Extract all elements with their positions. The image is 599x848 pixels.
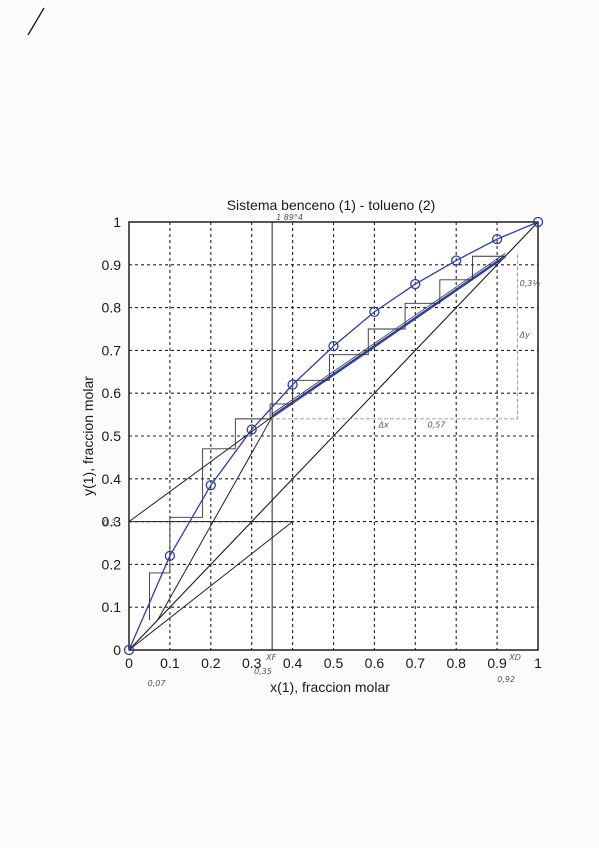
y-tick-label: 0.3 (102, 514, 122, 530)
y-tick-label: 0.7 (102, 342, 122, 358)
x-tick-label: 0 (125, 655, 133, 671)
y-tick-label: 0 (113, 642, 121, 658)
y-tick-label: 0.8 (102, 300, 122, 316)
equilibrium-point (328, 340, 339, 352)
y-tick-label: 0.4 (102, 471, 122, 487)
equilibrium-series (123, 216, 544, 656)
x-tick-label: 0.9 (487, 655, 507, 671)
y-tick-label: 0.9 (102, 257, 122, 273)
axis-ticks: 0 0.1 0.2 0.3 0.4 0.5 0.6 0.7 0.8 0.9 1 0 0.1 0.2 0.3 0… (102, 214, 543, 671)
y-tick-label: 0.2 (102, 556, 122, 572)
xf-label: XF (265, 653, 276, 662)
y-intercept-note: 0.3 (103, 519, 116, 528)
rectifying-operating-line (271, 255, 507, 418)
x-tick-label: 0.8 (446, 655, 466, 671)
delta-bracket (271, 251, 518, 420)
handwritten-notes: XF 0,35 XD 0,92 0,07 Δx 0,57 Δy 0,3½ 1 89°4 0.3 (103, 213, 540, 688)
xw-value: 0,07 (148, 679, 167, 688)
x-tick-label: 0.3 (242, 655, 262, 671)
top-note: 1 89°4 (276, 213, 303, 222)
delta-y-label: Δy (519, 331, 530, 340)
x-tick-label: 1 (534, 655, 542, 671)
xf-value: 0,35 (254, 667, 272, 676)
y-tick-label: 0.6 (102, 385, 122, 401)
equilibrium-point (369, 306, 380, 318)
x-tick-label: 0.4 (283, 655, 303, 671)
x-tick-label: 0.1 (160, 655, 180, 671)
x-tick-label: 0.6 (365, 655, 385, 671)
y-tick-label: 0.5 (102, 428, 122, 444)
slope-note: 0,3½ (520, 279, 541, 288)
equilibrium-point (410, 278, 421, 290)
equilibrium-point (246, 424, 257, 435)
x-tick-label: 0.5 (324, 655, 344, 671)
xd-value: 0,92 (497, 675, 515, 684)
x-tick-label: 0.7 (406, 655, 426, 671)
y-axis-title: y(1), fraccion molar (80, 376, 96, 496)
y-tick-label: 1 (113, 214, 121, 230)
equilibrium-curve (128, 221, 539, 651)
y-tick-label: 0.1 (102, 599, 122, 615)
diagonal-line (128, 221, 539, 651)
equilibrium-point (287, 379, 298, 390)
lower-construction-line (128, 521, 293, 651)
equilibrium-point (532, 216, 544, 228)
pen-stroke-mark (27, 7, 45, 36)
delta-x-label: Δx (378, 420, 389, 429)
equilibrium-point (451, 255, 462, 266)
equilibrium-point (491, 233, 503, 245)
x-axis-title: x(1), fraccion molar (270, 679, 390, 695)
equilibrium-point (205, 480, 216, 491)
delta-x-value: 0,57 (428, 420, 447, 429)
chart-title: Sistema benceno (1) - tolueno (2) (227, 197, 436, 213)
equilibrium-point (123, 644, 135, 656)
stripping-operating-line (157, 416, 273, 621)
equilibrium-point (164, 550, 176, 561)
xd-label: XD (508, 653, 521, 662)
x-tick-label: 0.2 (201, 655, 221, 671)
